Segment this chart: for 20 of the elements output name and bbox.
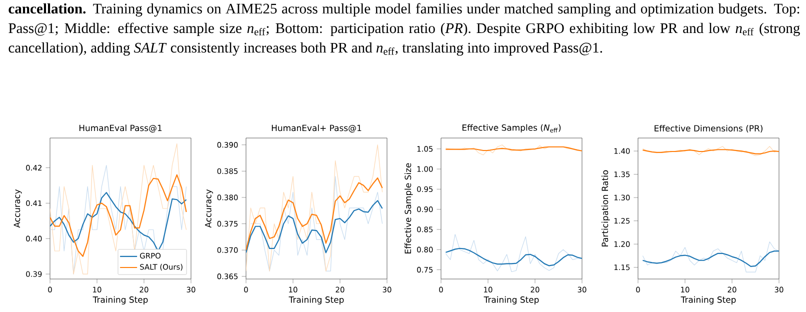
line-series (445, 234, 582, 272)
line-series (246, 144, 383, 272)
line-series (642, 250, 780, 267)
chart-title: HumanEval Pass@1 (79, 124, 162, 132)
x-axis-title: Training Step (484, 296, 539, 304)
line-series (50, 192, 187, 252)
y-axis-title: Participation Ratio (602, 170, 610, 246)
line-series (246, 200, 383, 254)
text: cancellation. Training dynamics on AIME25 across multiple model families under matched sampling and optimization budgets. Top: Pass@1; Middle: effective sample size n$_{eff}$; Bottom: participation ratio (PR). Despite GRPO exhibiting low PR and low n$_{eff}$ (strong cancellation), adding SALT consistently increases both PR and n$_{eff}$, translating into improved Pass@1. (8, 3, 800, 56)
y-axis-title: Effective Sample Size (404, 163, 413, 254)
x-axis-title: Training Step (92, 296, 148, 304)
chart-title: HumanEval+ Pass@1 (272, 124, 362, 132)
chart-title: Effective Samples (N$_{eff}$) (462, 124, 561, 132)
x-axis-title: Training Step (680, 296, 736, 304)
chart-title: Effective Dimensions (PR) (654, 124, 762, 132)
x-axis-title: Training Step (288, 296, 344, 304)
line-series (50, 174, 187, 257)
line-series (246, 177, 383, 251)
y-axis-title: Accuracy (14, 189, 22, 228)
y-axis-title: Accuracy (205, 189, 214, 228)
